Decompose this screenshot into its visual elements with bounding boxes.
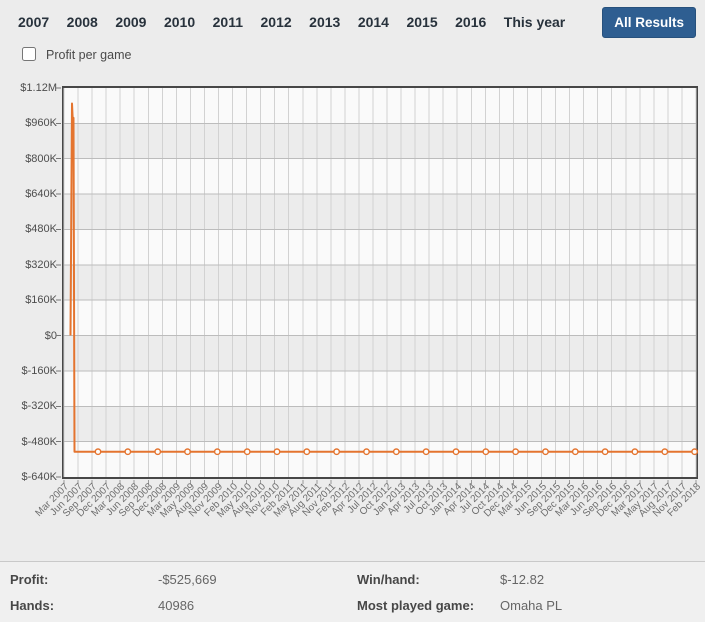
grid-band xyxy=(64,123,696,159)
data-point-marker xyxy=(691,448,698,456)
y-axis-label: $480K xyxy=(25,223,57,236)
profit-stat-value: -$525,669 xyxy=(158,572,217,587)
data-point-marker xyxy=(333,448,340,456)
data-point-marker xyxy=(94,448,102,456)
year-tab-2013[interactable]: 2013 xyxy=(309,14,341,30)
chart-controls: Profit per game xyxy=(0,44,705,70)
grid-band xyxy=(64,229,696,265)
data-point-marker xyxy=(571,448,579,456)
data-point-marker xyxy=(124,448,132,456)
year-tab-2010[interactable]: 2010 xyxy=(163,14,196,30)
all-results-button[interactable]: All Results xyxy=(602,6,696,38)
grid-band xyxy=(64,88,696,124)
data-point-marker xyxy=(184,448,191,456)
grid-band xyxy=(64,441,696,477)
most-played-stat-label: Most played game: xyxy=(357,598,475,613)
year-tab-2009[interactable]: 2009 xyxy=(115,14,147,30)
y-axis-label: $800K xyxy=(25,152,57,165)
data-point-marker xyxy=(273,448,281,456)
profit-chart xyxy=(56,86,698,484)
y-axis-label: $960K xyxy=(25,117,57,130)
most-played-stat-value: Omaha PL xyxy=(500,598,563,613)
grid-band xyxy=(64,194,696,230)
data-point-marker xyxy=(601,448,609,456)
data-point-marker xyxy=(154,448,162,456)
profit-stat-label: Profit: xyxy=(10,572,49,587)
data-point-marker xyxy=(363,448,370,456)
y-axis-label: $-640K xyxy=(21,471,57,483)
grid-band xyxy=(64,370,696,407)
grid-band xyxy=(64,335,696,371)
data-point-marker xyxy=(392,448,400,456)
hands-stat-label: Hands: xyxy=(10,598,55,613)
data-point-marker xyxy=(631,448,639,456)
year-tab-2016[interactable]: 2016 xyxy=(455,14,487,30)
data-point-marker xyxy=(303,448,311,456)
y-axis-label: $-320K xyxy=(21,400,57,413)
data-point-marker xyxy=(213,448,221,456)
y-axis-label: $640K xyxy=(25,188,57,201)
profit-line-series xyxy=(69,102,696,453)
year-tab-2007[interactable]: 2007 xyxy=(18,14,50,30)
data-point-marker xyxy=(512,448,519,456)
y-axis-label: $1.12M xyxy=(20,82,57,94)
grid-band xyxy=(64,300,696,336)
data-point-marker xyxy=(482,448,490,456)
profit-per-game-label[interactable]: Profit per game xyxy=(46,48,132,62)
year-filter-nav: 2007 2008 2009 2010 2011 2012 2013 2014 2015 2016… xyxy=(0,0,705,44)
year-tab-2015[interactable]: 2015 xyxy=(406,14,438,30)
data-point-marker xyxy=(452,448,460,456)
grid-band xyxy=(64,406,696,442)
year-tab-2012[interactable]: 2012 xyxy=(260,14,292,30)
data-point-marker xyxy=(542,448,549,456)
data-point-marker xyxy=(243,448,251,456)
year-tab-2014[interactable]: 2014 xyxy=(357,14,389,30)
year-tab-2011[interactable]: 2011 xyxy=(212,14,243,30)
grid-band xyxy=(64,264,696,301)
y-axis-label: $320K xyxy=(25,258,57,271)
grid-band xyxy=(64,158,696,195)
data-point-marker xyxy=(422,448,430,456)
y-axis-label: $160K xyxy=(25,294,57,307)
profit-per-game-checkbox[interactable] xyxy=(22,47,36,61)
stats-panel: Profit: -$525,669 Hands: 40986 Win/hand:… xyxy=(0,561,705,622)
data-point-marker xyxy=(661,448,669,456)
y-axis-label: $-480K xyxy=(21,435,57,448)
y-axis-label: $-160K xyxy=(21,364,57,377)
profit-chart-svg xyxy=(56,87,698,484)
year-tab-2008[interactable]: 2008 xyxy=(66,14,98,30)
win-hand-stat-value: $-12.82 xyxy=(500,572,545,587)
year-tab-this-year[interactable]: This year xyxy=(503,14,566,30)
win-hand-stat-label: Win/hand: xyxy=(357,572,420,587)
hands-stat-value: 40986 xyxy=(158,598,195,613)
y-axis-label: $0 xyxy=(44,329,57,342)
